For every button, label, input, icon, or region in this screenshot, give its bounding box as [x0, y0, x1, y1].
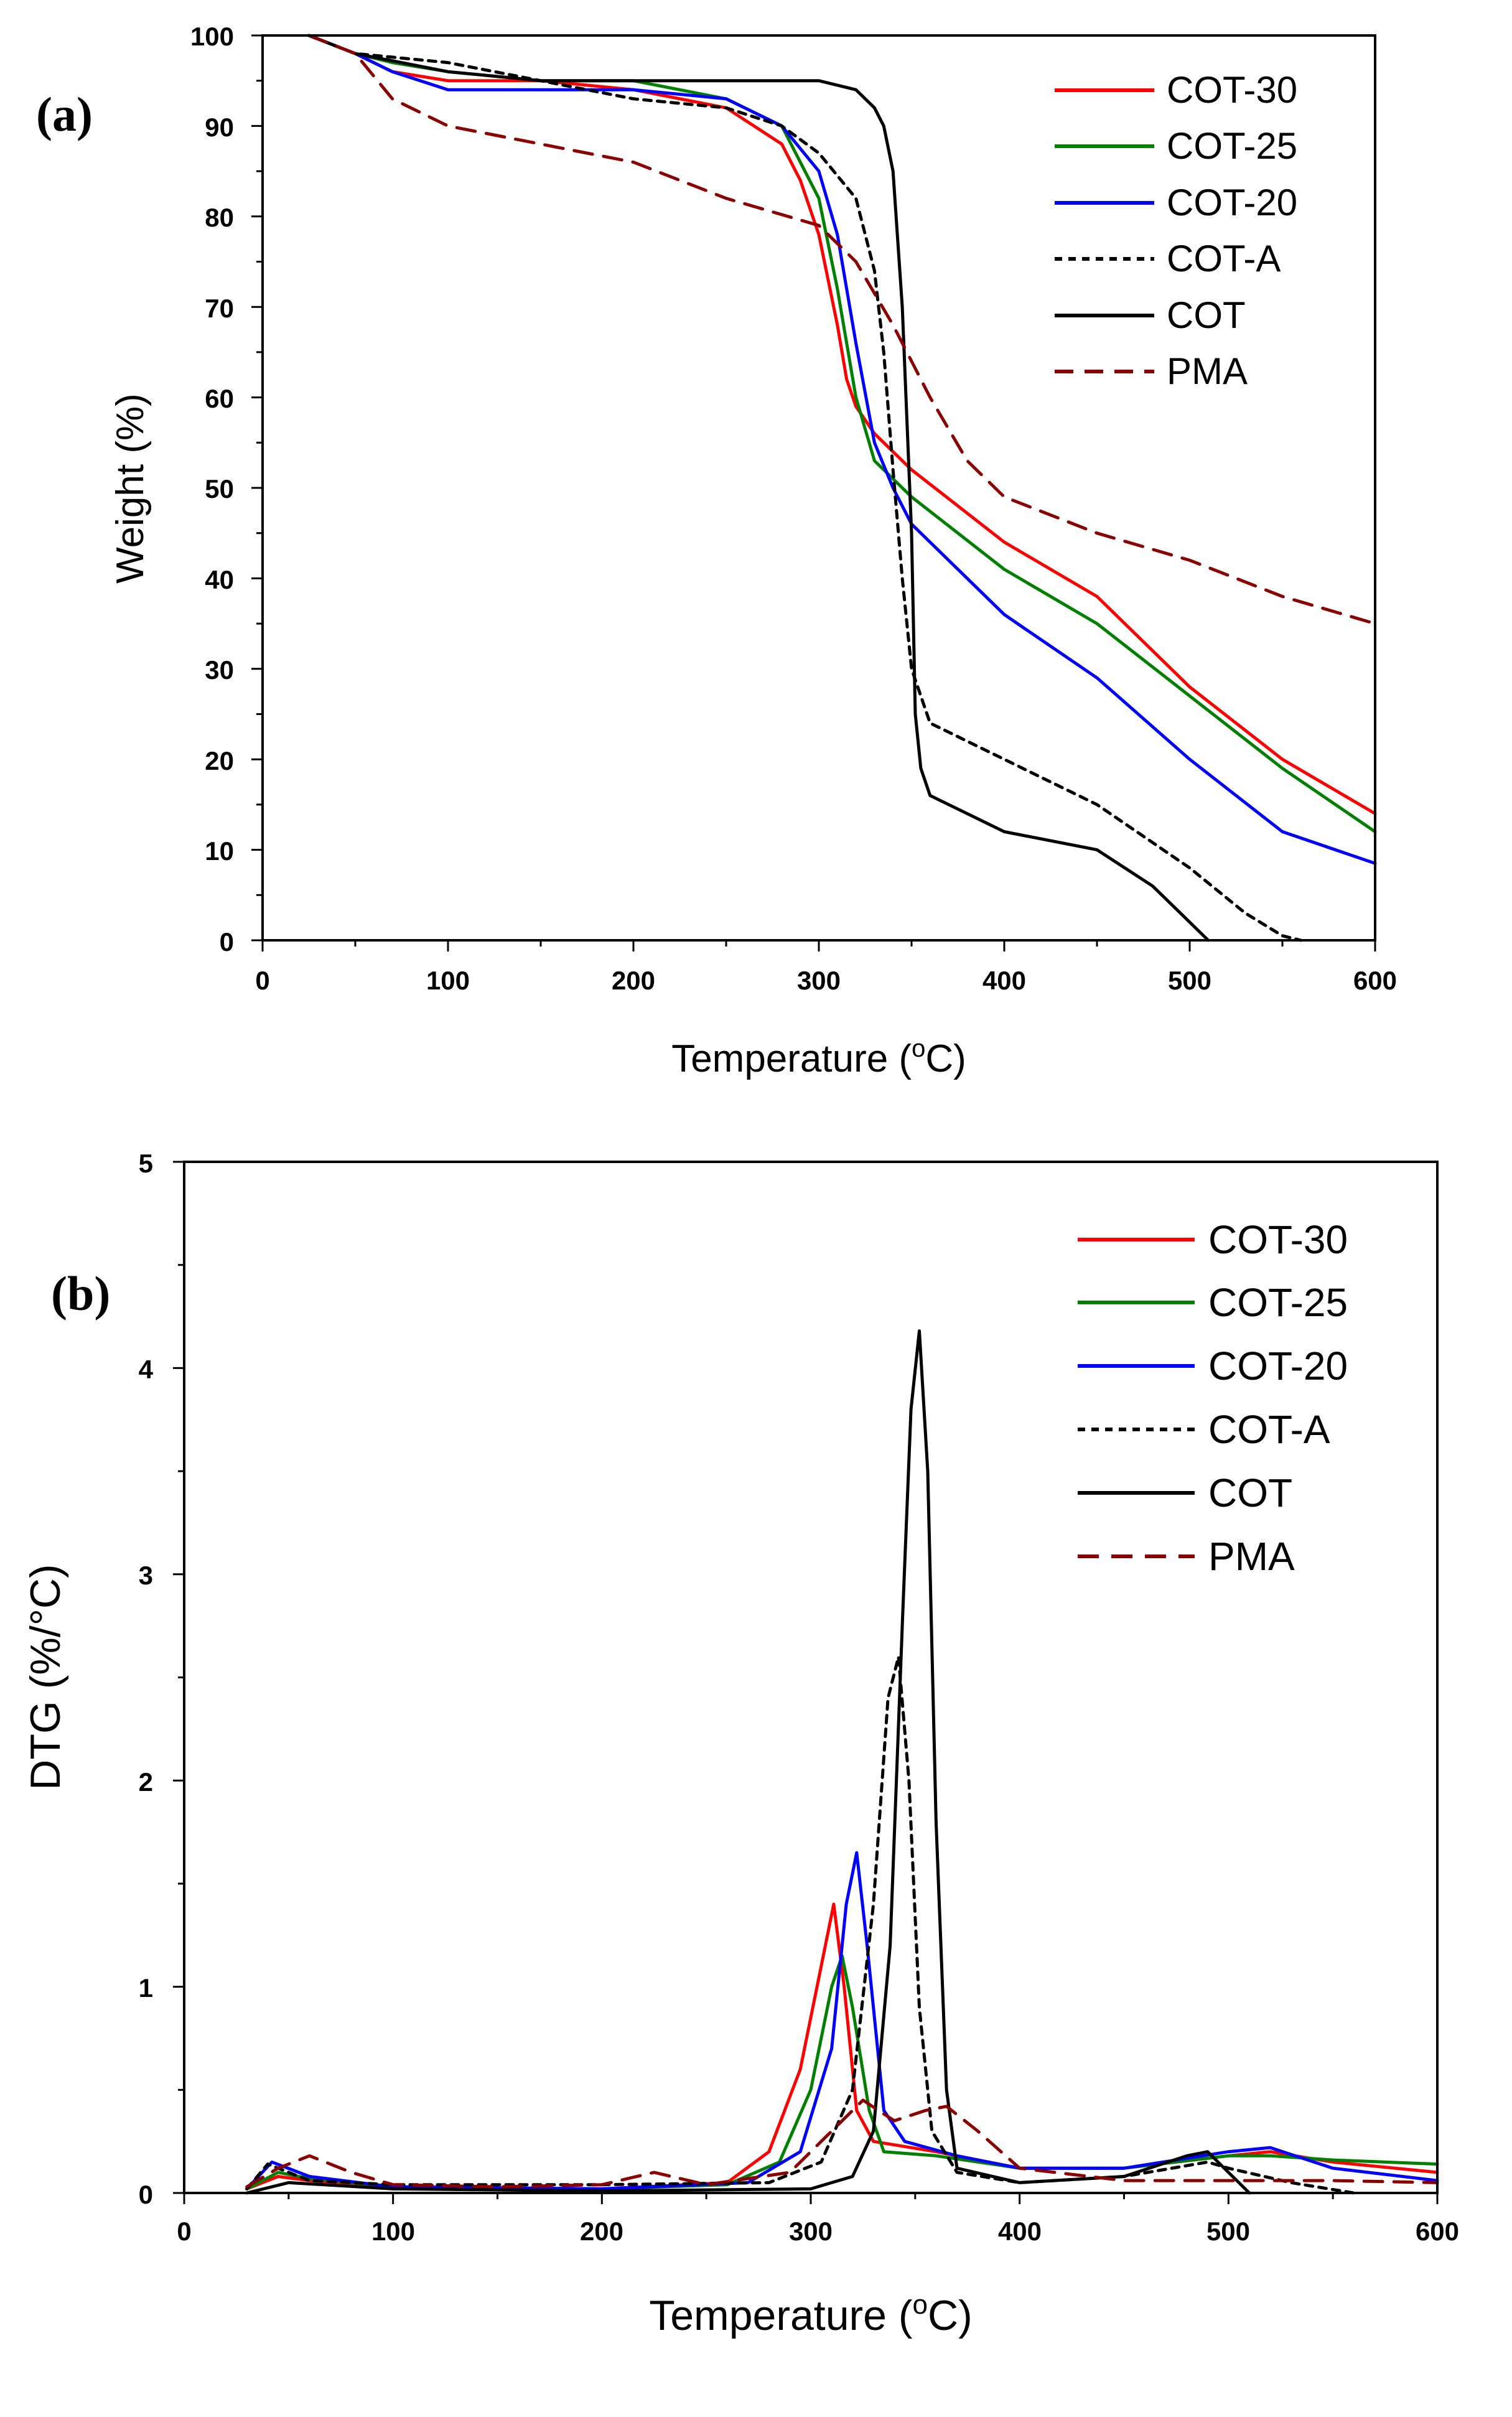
series-line-cot-a: [307, 34, 1303, 942]
y-tick-label: 1: [139, 1973, 153, 2003]
legend-label-cot-a: COT-A: [1167, 238, 1281, 279]
y-tick-label: 10: [205, 836, 234, 866]
legend-label-cot-30: COT-30: [1167, 69, 1297, 111]
legend-label-cot-a: COT-A: [1208, 1407, 1330, 1452]
panel-label-a: (a): [36, 87, 93, 141]
chart-panel-a: (a) 0 10 20 30 40 50 60 70 80 90 100 0 1…: [36, 22, 1397, 1080]
y-tick-label: 90: [205, 113, 234, 142]
plot-frame-a: [261, 34, 1376, 942]
y-tick-label: 3: [139, 1561, 153, 1590]
legend-label-cot-25: COT-25: [1167, 125, 1297, 167]
legend-b: COT-30 COT-25 COT-20 COT-A COT PMA: [1078, 1217, 1348, 1579]
y-tick-label: 0: [139, 2180, 153, 2209]
x-tick-label: 0: [255, 966, 269, 995]
legend-label-cot-25: COT-25: [1208, 1280, 1348, 1325]
y-tick-label: 2: [139, 1767, 153, 1797]
x-tick-label: 600: [1353, 966, 1397, 995]
x-tick-label: 500: [1206, 2217, 1250, 2246]
series-line-cot-20: [307, 34, 1377, 865]
y-tick-label: 5: [139, 1149, 153, 1178]
x-tick-label: 200: [580, 2217, 623, 2246]
x-axis-title-a: Temperature (oC): [671, 1035, 966, 1080]
legend-label-cot-20: COT-20: [1208, 1344, 1348, 1388]
series-line-cot-30: [307, 34, 1377, 815]
y-tick-label: 60: [205, 384, 234, 413]
x-tick-label: 200: [612, 966, 655, 995]
legend-label-cot: COT: [1208, 1470, 1292, 1515]
x-tick-label: 300: [789, 2217, 833, 2246]
y-tick-label: 50: [205, 474, 234, 503]
y-axis-title-a: Weight (%): [109, 393, 152, 584]
x-tick-label: 600: [1416, 2217, 1459, 2246]
x-tick-label: 100: [426, 966, 470, 995]
x-tick-label: 400: [982, 966, 1026, 995]
series-line-cot-a: [245, 1655, 1356, 2195]
panel-label-b: (b): [51, 1266, 110, 1321]
y-tick-label: 40: [205, 565, 234, 594]
y-tick-label: 70: [205, 294, 234, 323]
y-tick-label: 100: [190, 22, 234, 51]
series-line-cot: [245, 1329, 1251, 2195]
x-axis-title-b: Temperature (oC): [649, 2289, 973, 2339]
y-tick-label: 0: [220, 927, 234, 956]
series-line-pma: [307, 34, 1377, 625]
legend-label-pma: PMA: [1208, 1534, 1295, 1579]
x-tick-label: 0: [177, 2217, 191, 2246]
x-tick-label: 500: [1168, 966, 1211, 995]
x-tick-label: 400: [998, 2217, 1042, 2246]
x-tick-label: 100: [371, 2217, 415, 2246]
legend-label-pma: PMA: [1167, 350, 1248, 392]
x-tick-label: 300: [797, 966, 841, 995]
legend-a: COT-30 COT-25 COT-20 COT-A COT PMA: [1055, 69, 1297, 392]
series-line-cot: [307, 34, 1210, 942]
y-axis-title-b: DTG (%/°C): [22, 1564, 69, 1790]
axis-ticks-b: [173, 1161, 1439, 2204]
plot-frame-b: [183, 1161, 1439, 2194]
y-tick-label: 30: [205, 655, 234, 685]
y-tick-label: 80: [205, 203, 234, 232]
legend-label-cot-20: COT-20: [1167, 182, 1297, 223]
chart-panel-b: (b) 0 1 2 3 4 5 0 100 200 300 400 500 60…: [22, 1149, 1459, 2339]
series-group-a: [307, 34, 1377, 942]
y-tick-label: 4: [139, 1355, 154, 1384]
y-tick-label: 20: [205, 746, 234, 775]
series-group-b: [245, 1329, 1439, 2195]
legend-label-cot: COT: [1167, 294, 1246, 336]
legend-label-cot-30: COT-30: [1208, 1217, 1348, 1262]
series-line-pma: [245, 2098, 1439, 2189]
